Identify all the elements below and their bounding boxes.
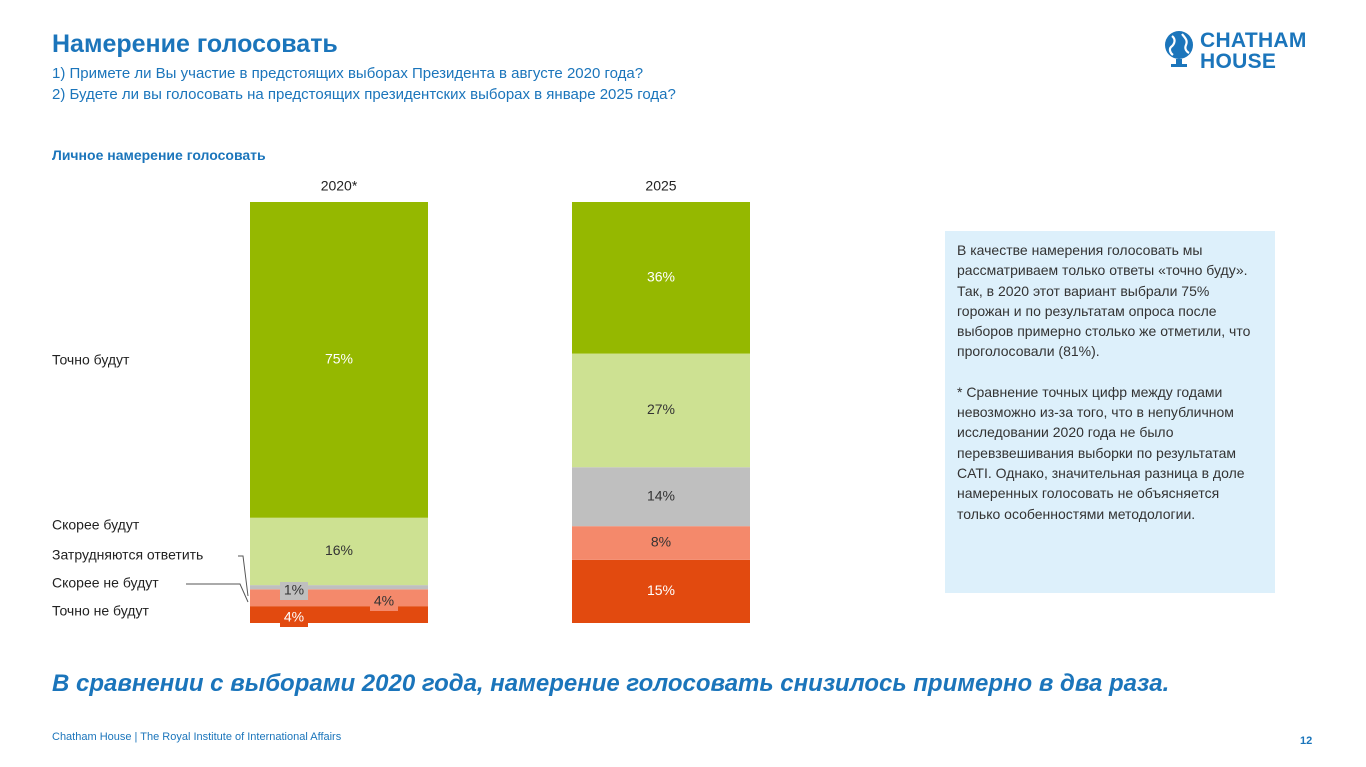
- bar-segment-1-1: [572, 526, 750, 560]
- question-2: 2) Будете ли вы голосовать на предстоящи…: [52, 86, 676, 103]
- legend-label-2: Затрудняются ответить: [52, 547, 203, 563]
- data-label-bg-0-0: [280, 609, 308, 627]
- chart-title: Личное намерение голосовать: [52, 147, 266, 163]
- legend-label-1: Скорее не будут: [52, 575, 159, 591]
- bar-segment-1-4: [572, 202, 750, 354]
- legend-label-3: Скорее будут: [52, 517, 140, 533]
- data-label-bg-0-2: [280, 582, 308, 600]
- globe-icon: [1165, 31, 1193, 67]
- bar-segment-1-2: [572, 467, 750, 527]
- data-label-1-3: 27%: [647, 401, 675, 417]
- data-label-0-4: 75%: [325, 351, 353, 367]
- data-label-0-2: 1%: [284, 582, 304, 598]
- bar-segment-0-2: [250, 585, 428, 590]
- data-label-0-1: 4%: [374, 593, 394, 609]
- methodology-note: В качестве намерения голосовать мы рассм…: [945, 231, 1275, 593]
- conclusion-text: В сравнении с выборами 2020 года, намере…: [52, 670, 1170, 697]
- note-paragraph-2: * Сравнение точных цифр между годами нев…: [957, 383, 1245, 522]
- bar-segment-0-0: [250, 606, 428, 623]
- slide-title: Намерение голосовать: [52, 30, 338, 58]
- category-label-0: 2020*: [321, 178, 358, 194]
- data-label-1-2: 14%: [647, 487, 675, 503]
- data-label-bg-0-1: [370, 593, 398, 611]
- leader-line-uncertain: [238, 555, 249, 597]
- data-label-0-0: 4%: [284, 609, 304, 625]
- page-number: 12: [1300, 735, 1313, 747]
- bar-segment-0-3: [250, 517, 428, 586]
- logo-line-2: HOUSE: [1200, 50, 1277, 73]
- bar-segment-0-1: [250, 589, 428, 607]
- bar-segment-0-4: [250, 202, 428, 518]
- chatham-house-logo: CHATHAM HOUSE: [1162, 28, 1332, 78]
- data-label-0-3: 16%: [325, 542, 353, 558]
- data-label-1-0: 15%: [647, 582, 675, 598]
- leader-line-rather-not: [186, 583, 249, 603]
- logo-text: CHATHAM HOUSE: [1200, 30, 1307, 72]
- data-label-1-1: 8%: [651, 534, 671, 550]
- legend-label-4: Точно будут: [52, 352, 130, 368]
- bar-segment-1-0: [572, 559, 750, 623]
- category-label-1: 2025: [645, 178, 676, 194]
- note-paragraph-1: В качестве намерения голосовать мы рассм…: [957, 242, 1251, 360]
- question-1: 1) Примете ли Вы участие в предстоящих в…: [52, 65, 644, 82]
- legend-label-0: Точно не будут: [52, 603, 149, 619]
- bar-segment-1-3: [572, 353, 750, 468]
- logo-line-1: CHATHAM: [1200, 29, 1307, 52]
- data-label-1-4: 36%: [647, 268, 675, 284]
- footer-text: Chatham House | The Royal Institute of I…: [52, 731, 342, 743]
